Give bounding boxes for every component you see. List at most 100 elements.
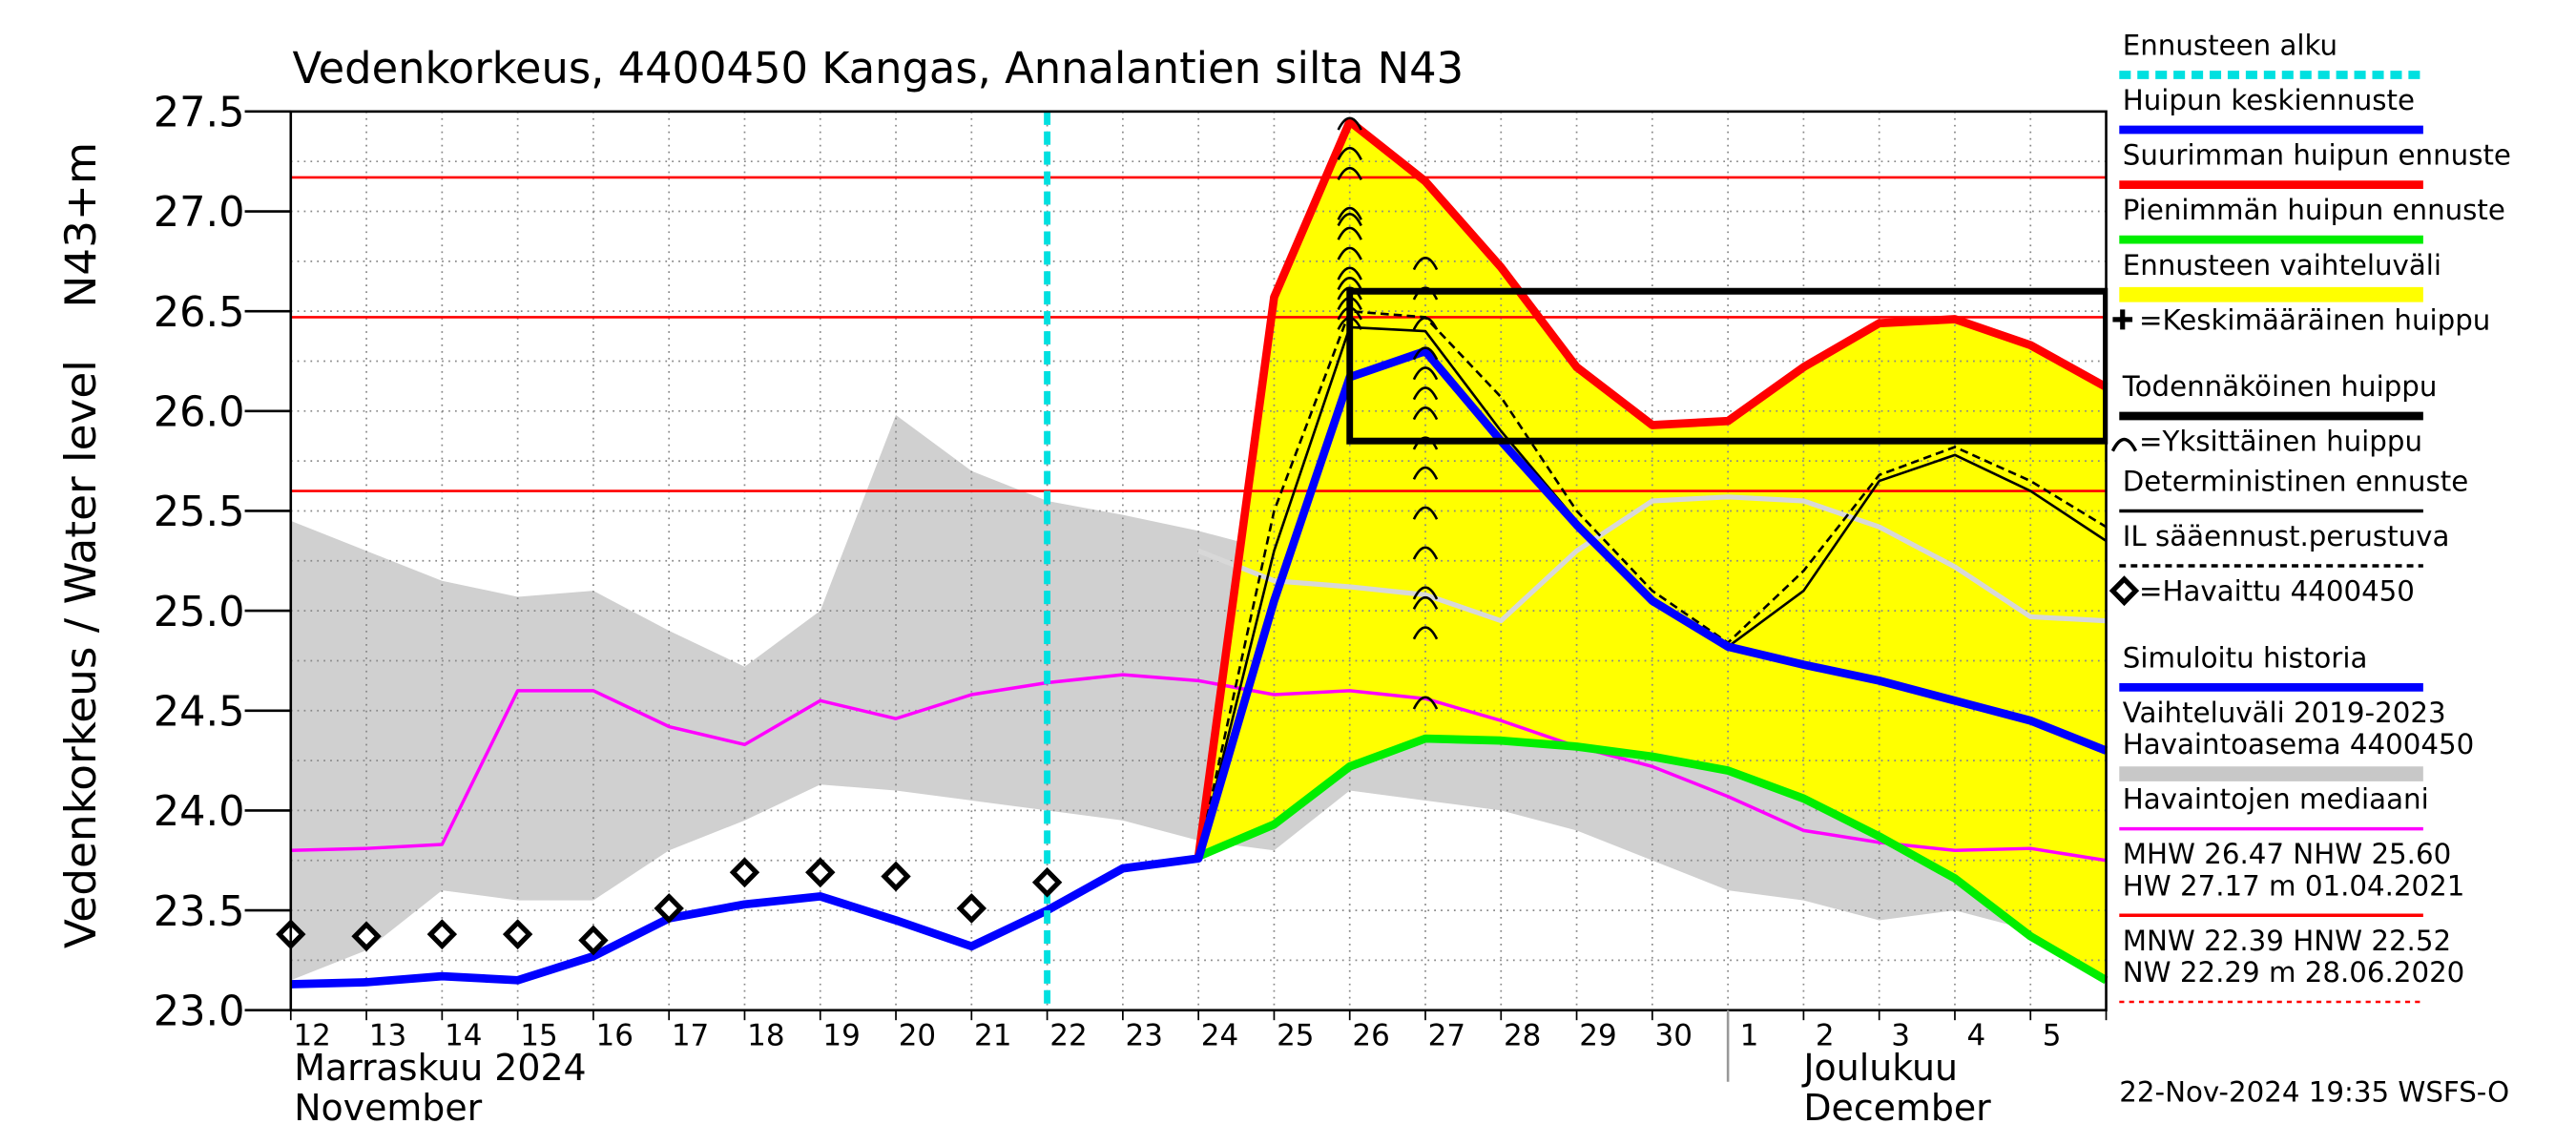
y-axis-unit: N43+m	[55, 142, 106, 308]
x-tick-label: 5	[2043, 1018, 2062, 1052]
legend-label: =Keskimääräinen huippu	[2139, 303, 2490, 336]
individual-peak	[1337, 206, 1362, 220]
legend-label: MHW 26.47 NHW 25.60	[2123, 838, 2451, 870]
x-tick-label: 15	[520, 1018, 557, 1052]
legend-label: Pienimmän huipun ennuste	[2123, 194, 2505, 226]
x-tick-label: 4	[1966, 1018, 1985, 1052]
month-label: Joulukuu	[1801, 1047, 1958, 1089]
individual-peak	[1412, 626, 1439, 640]
legend-label: Simuloitu historia	[2123, 641, 2368, 674]
legend-label: Deterministinen ennuste	[2123, 465, 2468, 497]
legend-label: Suurimman huipun ennuste	[2123, 139, 2511, 172]
individual-peak	[1412, 257, 1439, 271]
y-tick-label: 23.0	[154, 988, 245, 1035]
individual-peak	[1337, 316, 1362, 330]
plot-area	[290, 110, 2109, 1011]
observed-point	[881, 861, 911, 892]
individual-peak	[1337, 226, 1362, 240]
individual-peak	[1412, 286, 1439, 301]
series-line	[1196, 734, 2109, 985]
individual-peak	[1337, 277, 1362, 291]
chart-title: Vedenkorkeus, 4400450 Kangas, Annalantie…	[293, 43, 1465, 94]
month-label: November	[294, 1087, 482, 1129]
individual-peak	[1337, 146, 1362, 161]
x-tick-label: 19	[822, 1018, 860, 1052]
legend-label: Huipun keskiennuste	[2123, 84, 2415, 116]
individual-peak	[1337, 296, 1362, 311]
individual-peak	[1337, 246, 1362, 260]
footer: 22-Nov-2024 19:35 WSFS-O	[2119, 1075, 2509, 1108]
legend-label: NW 22.29 m 28.06.2020	[2123, 956, 2465, 989]
series-line	[290, 673, 2107, 863]
x-tick-label: 28	[1504, 1018, 1541, 1052]
legend-icon	[2109, 575, 2140, 607]
x-tick-label: 2	[1816, 1018, 1835, 1052]
month-label: December	[1803, 1087, 1991, 1129]
individual-peak	[1412, 436, 1439, 450]
legend-label: Ennusteen vaihteluväli	[2123, 249, 2441, 281]
y-tick-label: 26.5	[154, 289, 245, 337]
y-tick-label: 25.0	[154, 589, 245, 636]
observed-point	[805, 857, 836, 888]
x-tick-label: 30	[1655, 1018, 1693, 1052]
observed-point	[578, 925, 609, 956]
legend-label: =Yksittäinen huippu	[2139, 426, 2422, 458]
x-tick-label: 26	[1352, 1018, 1389, 1052]
x-tick-label: 16	[596, 1018, 634, 1052]
y-tick-label: 25.5	[154, 489, 245, 536]
y-tick-label: 27.0	[154, 189, 245, 237]
series-line	[290, 346, 2109, 989]
individual-peak	[1412, 466, 1439, 480]
legend-label: =Havaittu 4400450	[2139, 574, 2415, 607]
legend-label: Havaintojen mediaani	[2123, 783, 2429, 816]
individual-peak	[1412, 366, 1439, 381]
y-tick-label: 23.5	[154, 888, 245, 936]
x-tick-label: 14	[445, 1018, 482, 1052]
x-tick-label: 23	[1126, 1018, 1163, 1052]
x-tick-label: 1	[1740, 1018, 1759, 1052]
individual-peak	[1337, 266, 1362, 281]
observed-point	[351, 921, 382, 952]
observed-point	[502, 919, 533, 950]
observed-point	[729, 857, 760, 888]
individual-peak	[1337, 116, 1362, 131]
y-tick-label: 26.0	[154, 388, 245, 436]
x-tick-label: 22	[1049, 1018, 1087, 1052]
individual-peak	[1412, 546, 1439, 560]
legend-label: Todennäköinen huippu	[2122, 370, 2438, 403]
individual-peak	[1412, 406, 1439, 421]
individual-peak	[1412, 595, 1439, 610]
x-tick-label: 21	[974, 1018, 1011, 1052]
legend-icon	[2112, 309, 2133, 330]
legend-label: IL sääennust.perustuva	[2123, 520, 2450, 552]
legend-label: MNW 22.39 HNW 22.52	[2123, 925, 2451, 957]
observed-point	[426, 919, 458, 950]
legend-icon	[2110, 437, 2138, 452]
individual-peak	[1337, 166, 1362, 180]
legend-label: Vaihteluväli 2019-2023	[2123, 697, 2446, 729]
y-tick-label: 24.5	[154, 688, 245, 736]
individual-peak	[1412, 346, 1439, 361]
x-tick-label: 25	[1277, 1018, 1314, 1052]
x-tick-label: 3	[1891, 1018, 1910, 1052]
individual-peak	[1337, 213, 1362, 227]
month-label: Marraskuu 2024	[294, 1047, 586, 1089]
individual-peak	[1337, 286, 1362, 301]
x-tick-label: 17	[672, 1018, 709, 1052]
individual-peak	[1412, 506, 1439, 520]
x-tick-label: 24	[1201, 1018, 1238, 1052]
individual-peak	[1412, 696, 1439, 710]
observed-point	[654, 893, 684, 924]
individual-peak	[1412, 586, 1439, 600]
series-line	[1194, 116, 2109, 858]
y-tick-label: 24.0	[154, 788, 245, 836]
y-axis-label: Vedenkorkeus / Water level	[55, 360, 106, 948]
x-tick-label: 13	[369, 1018, 406, 1052]
x-tick-label: 29	[1579, 1018, 1616, 1052]
series-line	[1196, 309, 2108, 857]
y-tick-label: 27.5	[154, 89, 245, 136]
individual-peak	[1412, 386, 1439, 401]
x-tick-label: 12	[293, 1018, 330, 1052]
